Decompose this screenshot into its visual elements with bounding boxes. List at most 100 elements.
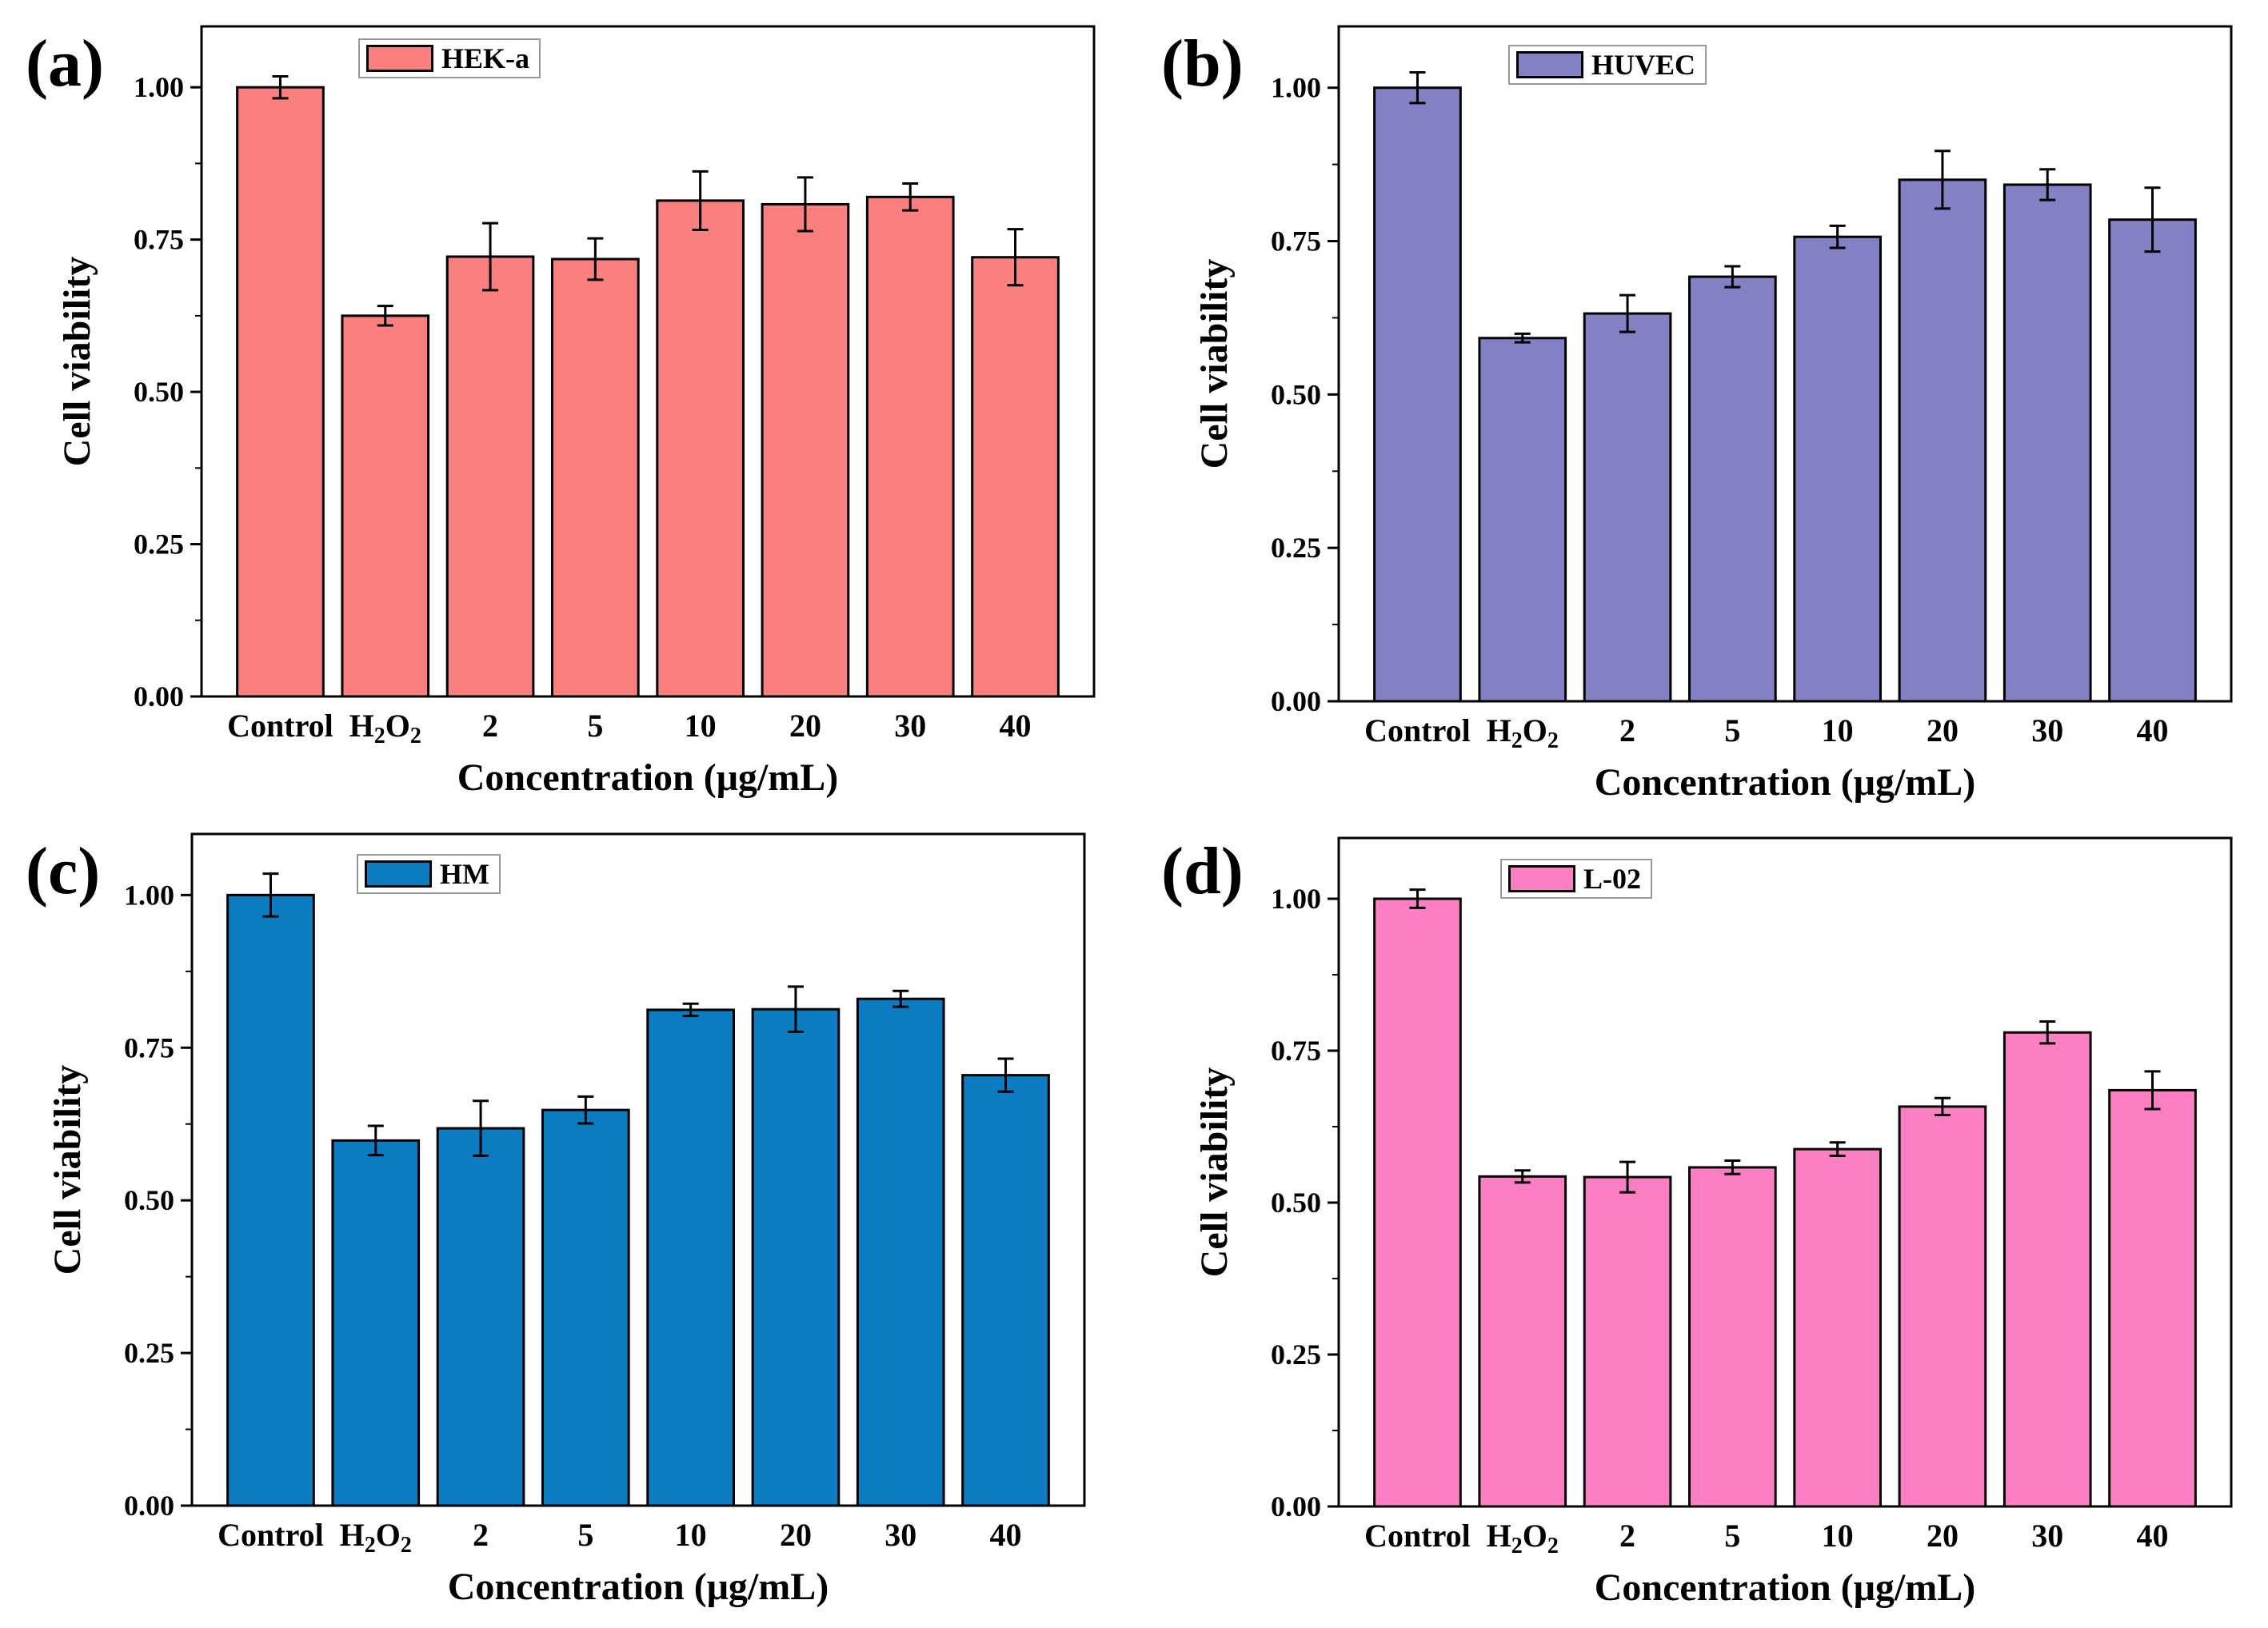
y-tick-label: 1.00 [124,879,174,911]
error-bar [1514,332,1531,344]
error-bar [473,1099,489,1157]
y-tick-label: 0.75 [124,1031,174,1063]
bar [961,1074,1050,1507]
x-tick-label: 20 [1927,1518,1959,1554]
x-tick-label: H2O2 [1487,712,1559,753]
x-tick-label: 2 [1619,1518,1635,1554]
y-axis-title: Cell viability [56,257,98,467]
panel-a: (a) 0.00 0.25 0.50 0.75 1.00 Control H2O2 2 5 10 2… [0,0,1134,814]
x-tick-label: Control [1364,712,1471,748]
legend: L-02 [1500,859,1652,899]
x-tick-label: 2 [1619,712,1635,748]
error-bar [587,237,604,281]
y-tick-label: 0.50 [1271,1187,1321,1219]
bar [1373,897,1462,1508]
bar [1583,1175,1672,1508]
y-tick-label: 0.00 [1271,1490,1321,1522]
error-bar [2144,1070,2161,1111]
x-tick-label: 30 [884,1517,916,1553]
panel-letter: (b) [1161,26,1244,101]
legend-swatch [1516,51,1583,78]
x-tick-label: 10 [1822,712,1854,748]
y-tick-label: 0.25 [134,529,184,561]
error-bar [1934,1096,1951,1117]
error-bar [1829,224,1846,249]
x-tick-label: 40 [1000,708,1032,744]
error-bar [262,872,279,918]
bar [1373,86,1462,703]
bar [2002,1031,2092,1508]
legend-label: L-02 [1583,863,1641,895]
x-tick-label: 30 [2031,1518,2063,1554]
y-tick-label: 0.25 [124,1337,174,1369]
bar [1898,178,1987,703]
x-axis-title: Concentration (μg/mL) [1595,1566,1975,1609]
bar [436,1127,525,1507]
x-axis-title: Concentration (μg/mL) [448,1566,829,1608]
y-tick-label: 0.00 [134,680,184,712]
bar [971,256,1060,698]
error-bar [577,1095,594,1125]
error-bar [997,1057,1014,1093]
x-tick-label: H2O2 [1487,1518,1559,1558]
panel-letter: (a) [26,26,104,101]
legend: HUVEC [1508,45,1707,85]
legend-swatch [365,860,432,888]
y-tick-label: 0.00 [1271,685,1321,717]
bar [751,1008,841,1507]
chart-a: 0.00 0.25 0.50 0.75 1.00 Control H2O2 2 5 10 20 30 4… [56,25,1096,799]
bar [551,257,640,698]
plot-frame [1337,25,2233,703]
bar [1688,1166,1777,1508]
error-bar [1619,1160,1636,1194]
bar [856,997,945,1507]
error-bar [892,989,909,1008]
chart-c: 0.00 0.25 0.50 0.75 1.00 Control H2O2 2 5 10 20 30 4… [46,832,1086,1608]
error-bar [1724,265,1741,289]
x-tick-label: 5 [1724,1518,1740,1554]
bar [761,202,850,698]
x-tick-label: 5 [587,708,603,744]
x-tick-label: Control [1364,1518,1471,1554]
x-tick-label: 10 [1822,1518,1854,1554]
y-tick-label: 0.00 [124,1490,174,1522]
error-bar [797,176,813,233]
error-bar [377,305,393,327]
error-bar [1619,293,1636,333]
chart-d: 0.00 0.25 0.50 0.75 1.00 Control H2O2 2 5 10 20 30 4… [1193,836,2233,1609]
legend-label: HUVEC [1591,49,1696,81]
bar [2002,183,2092,703]
bar [541,1108,630,1507]
error-bar [1409,888,1426,909]
bar [236,86,325,698]
y-tick-label: 1.00 [1271,72,1321,104]
bar [1478,337,1567,703]
error-bar [272,74,289,100]
y-tick-label: 1.00 [1271,883,1321,915]
bar [646,1008,735,1507]
x-tick-label: 20 [1927,712,1959,748]
x-tick-label: 20 [780,1517,812,1553]
bar [865,195,955,698]
plot-frame [200,25,1096,698]
x-tick-label: Control [218,1517,324,1553]
bar [331,1139,421,1507]
bar [341,314,430,698]
chart-b: 0.00 0.25 0.50 0.75 1.00 Control H2O2 2 5 10 20 30 4… [1193,25,2233,804]
y-tick-label: 0.50 [124,1184,174,1216]
y-tick-label: 1.00 [134,71,184,103]
bar [1793,1147,1882,1508]
x-axis-title: Concentration (μg/mL) [457,756,838,799]
bar [656,199,745,698]
panel-letter: (c) [26,834,101,908]
error-bar [2039,1020,2056,1045]
panel-c: (c) 0.00 0.25 0.50 0.75 1.00 Control H2O2 2 5 10 2… [0,814,1134,1628]
legend-label: HM [440,858,489,890]
y-tick-label: 0.50 [1271,378,1321,410]
error-bar [482,221,499,292]
y-tick-label: 0.75 [1271,1035,1321,1067]
bar [1583,312,1672,703]
error-bar [1829,1141,1846,1157]
plot-frame [1337,836,2233,1508]
